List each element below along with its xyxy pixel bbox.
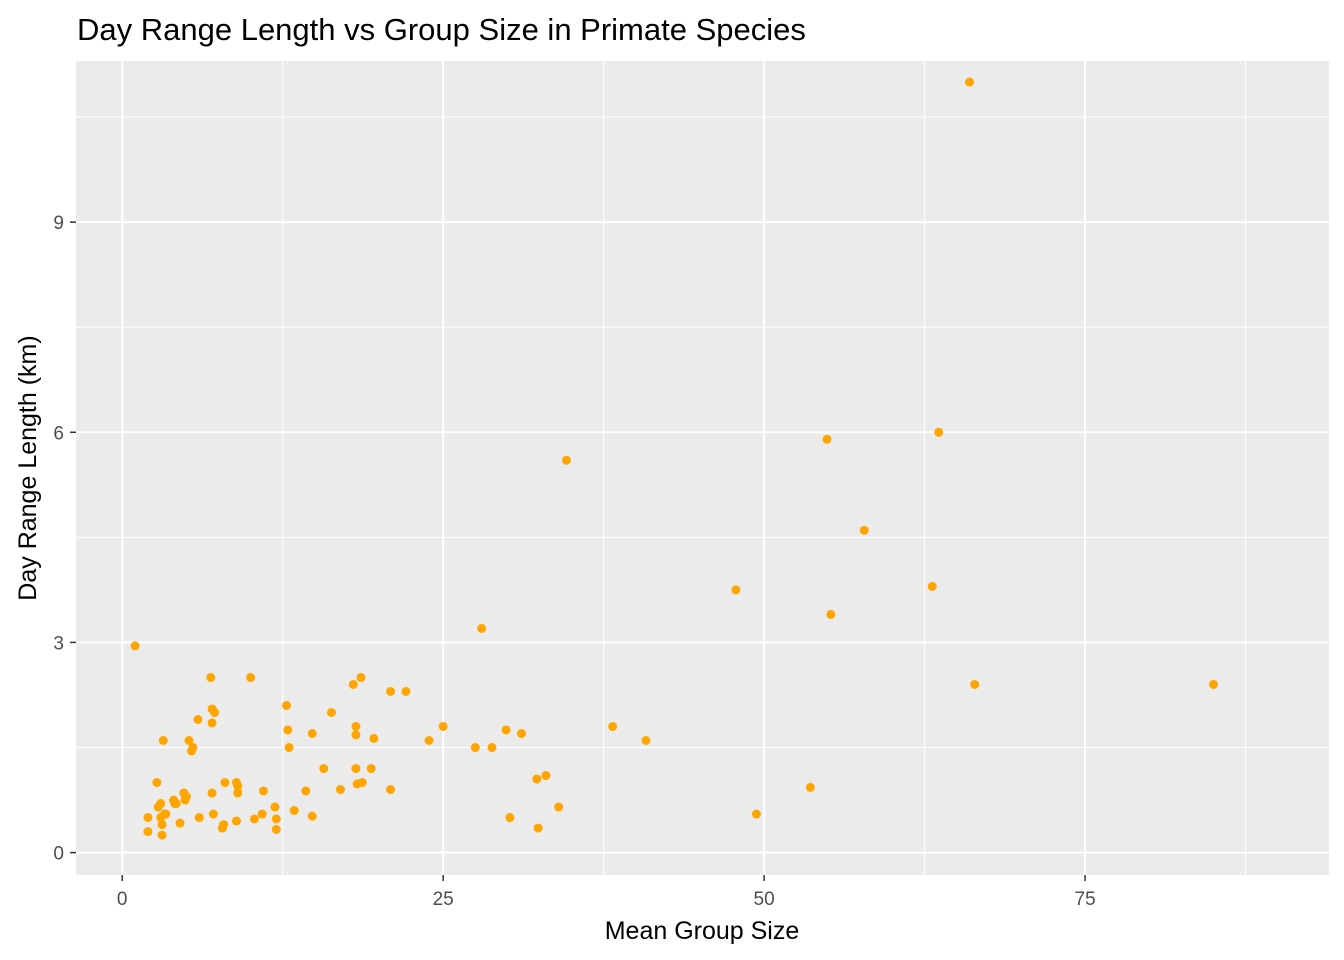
data-point bbox=[157, 830, 167, 840]
data-point bbox=[206, 672, 216, 682]
data-point bbox=[386, 686, 396, 696]
data-point bbox=[175, 818, 185, 828]
data-point bbox=[283, 725, 293, 735]
data-point bbox=[271, 814, 281, 824]
data-point bbox=[424, 736, 434, 746]
data-point bbox=[188, 743, 198, 753]
data-point bbox=[143, 827, 153, 837]
data-point bbox=[641, 736, 651, 746]
data-point bbox=[158, 736, 168, 746]
data-point bbox=[181, 792, 191, 802]
data-point bbox=[161, 809, 171, 819]
y-tick-label: 9 bbox=[53, 213, 64, 234]
data-point bbox=[270, 802, 280, 812]
data-point bbox=[927, 581, 937, 591]
data-point bbox=[301, 786, 311, 796]
data-point bbox=[516, 728, 526, 738]
data-point bbox=[438, 721, 448, 731]
x-tick-label: 50 bbox=[754, 889, 775, 910]
data-point bbox=[505, 813, 515, 823]
data-points bbox=[130, 77, 1218, 840]
data-point bbox=[326, 707, 336, 717]
y-tick-label: 3 bbox=[53, 633, 64, 654]
data-point bbox=[249, 814, 259, 824]
data-point bbox=[731, 585, 741, 595]
major-gridlines bbox=[76, 61, 1329, 875]
data-point bbox=[351, 730, 361, 740]
data-point bbox=[307, 811, 317, 821]
x-tick-label: 75 bbox=[1075, 889, 1096, 910]
data-point bbox=[319, 764, 329, 774]
data-point bbox=[233, 781, 243, 791]
data-point bbox=[541, 771, 551, 781]
data-point bbox=[220, 778, 230, 788]
data-point bbox=[289, 806, 299, 816]
x-axis-title: Mean Group Size bbox=[605, 917, 800, 945]
data-point bbox=[369, 733, 379, 743]
data-point bbox=[282, 700, 292, 710]
data-point bbox=[219, 820, 229, 830]
data-point bbox=[351, 764, 361, 774]
data-point bbox=[258, 786, 268, 796]
data-point bbox=[965, 77, 975, 87]
data-point bbox=[822, 434, 832, 444]
data-point bbox=[501, 725, 511, 735]
data-point bbox=[934, 427, 944, 437]
data-point bbox=[348, 679, 358, 689]
data-point bbox=[1208, 679, 1218, 689]
data-point bbox=[532, 774, 542, 784]
chart-title: Day Range Length vs Group Size in Primat… bbox=[77, 12, 806, 47]
x-axis-ticks: 0 25 50 75 bbox=[117, 875, 1096, 910]
data-point bbox=[156, 799, 166, 809]
plot-panel bbox=[76, 61, 1329, 875]
data-point bbox=[284, 743, 294, 753]
data-point bbox=[208, 809, 218, 819]
data-point bbox=[184, 736, 194, 746]
data-point bbox=[608, 721, 618, 731]
data-point bbox=[805, 782, 815, 792]
data-point bbox=[859, 525, 869, 535]
data-point bbox=[143, 813, 153, 823]
data-point bbox=[233, 788, 243, 798]
y-axis-ticks: 0 3 6 9 bbox=[53, 213, 76, 865]
data-point bbox=[401, 686, 411, 696]
data-point bbox=[257, 809, 267, 819]
x-tick-label: 25 bbox=[433, 889, 454, 910]
x-tick-label: 0 bbox=[117, 889, 128, 910]
data-point bbox=[356, 672, 366, 682]
data-point bbox=[366, 764, 376, 774]
data-point bbox=[271, 824, 281, 834]
data-point bbox=[335, 785, 345, 795]
data-point bbox=[351, 721, 361, 731]
y-tick-label: 6 bbox=[53, 423, 64, 444]
data-point bbox=[152, 778, 162, 788]
data-point bbox=[826, 609, 836, 619]
data-point bbox=[357, 778, 367, 788]
data-point bbox=[210, 707, 220, 717]
data-point bbox=[207, 718, 217, 728]
data-point bbox=[386, 785, 396, 795]
data-point bbox=[157, 820, 167, 830]
data-point bbox=[751, 809, 761, 819]
y-tick-label: 0 bbox=[53, 844, 64, 865]
y-axis-title: Day Range Length (km) bbox=[14, 335, 42, 600]
data-point bbox=[307, 728, 317, 738]
data-point bbox=[207, 788, 217, 798]
data-point bbox=[970, 679, 980, 689]
data-point bbox=[130, 641, 140, 651]
data-point bbox=[193, 714, 203, 724]
data-point bbox=[194, 813, 204, 823]
data-point bbox=[554, 802, 564, 812]
data-point bbox=[533, 823, 543, 833]
data-point bbox=[487, 743, 497, 753]
data-point bbox=[171, 799, 181, 809]
data-point bbox=[477, 623, 487, 633]
data-point bbox=[246, 672, 256, 682]
data-point bbox=[470, 743, 480, 753]
data-point bbox=[231, 816, 241, 826]
data-point bbox=[561, 455, 571, 465]
